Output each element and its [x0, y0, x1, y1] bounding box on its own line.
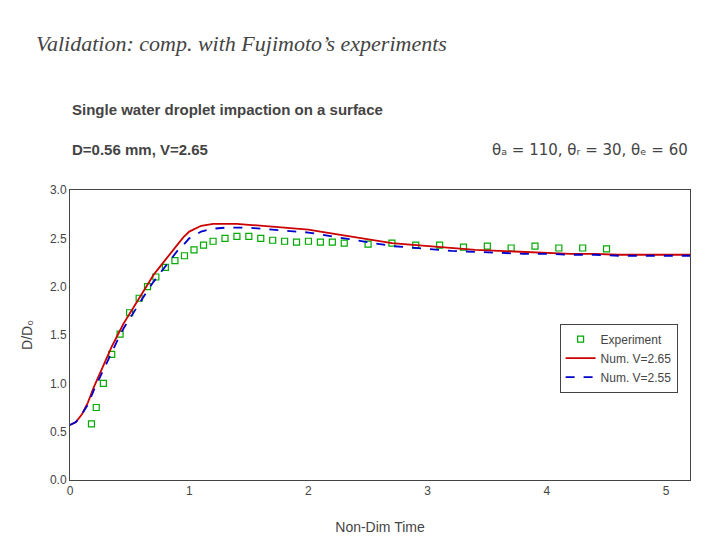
- svg-text:2.0: 2.0: [50, 280, 67, 294]
- svg-text:Num. V=2.65: Num. V=2.65: [601, 352, 672, 366]
- svg-text:0.5: 0.5: [50, 425, 67, 439]
- svg-text:D/D₀: D/D₀: [19, 320, 35, 350]
- svg-text:3.0: 3.0: [50, 183, 67, 197]
- svg-text:2: 2: [305, 484, 312, 498]
- svg-text:1: 1: [186, 484, 193, 498]
- svg-text:θₐ = 110, θᵣ = 30, θₑ = 60: θₐ = 110, θᵣ = 30, θₑ = 60: [492, 141, 688, 159]
- svg-text:5: 5: [663, 484, 670, 498]
- svg-text:Non-Dim Time: Non-Dim Time: [335, 519, 425, 535]
- svg-text:D=0.56 mm, V=2.65: D=0.56 mm, V=2.65: [72, 141, 208, 158]
- svg-text:Validation: comp. with Fujimot: Validation: comp. with Fujimoto’s experi…: [36, 31, 447, 56]
- svg-text:1.0: 1.0: [50, 377, 67, 391]
- svg-text:Single water droplet impaction: Single water droplet impaction on a surf…: [72, 101, 383, 118]
- svg-text:0.0: 0.0: [50, 473, 67, 487]
- svg-text:Experiment: Experiment: [601, 333, 662, 347]
- svg-text:1.5: 1.5: [50, 328, 67, 342]
- svg-text:Num. V=2.55: Num. V=2.55: [601, 371, 672, 385]
- svg-text:4: 4: [544, 484, 551, 498]
- svg-text:2.5: 2.5: [50, 232, 67, 246]
- svg-text:0: 0: [67, 484, 74, 498]
- svg-text:3: 3: [424, 484, 431, 498]
